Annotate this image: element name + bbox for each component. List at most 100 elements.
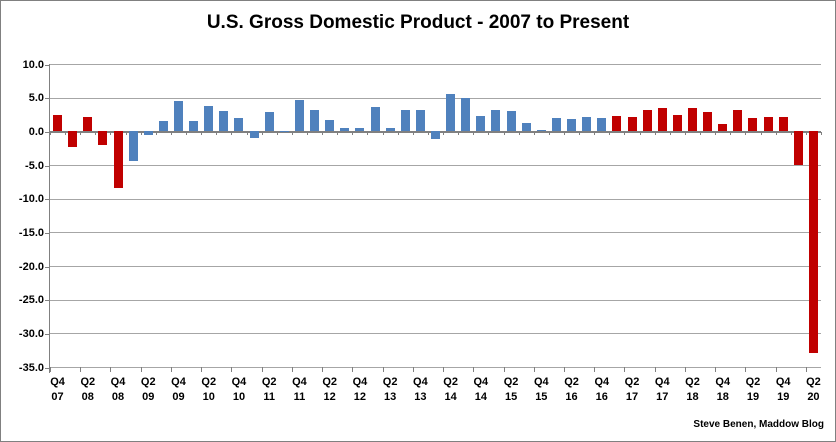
bar bbox=[415, 109, 425, 132]
x-tick-label: Q4 18 bbox=[715, 376, 731, 403]
bottom-axis-tick bbox=[594, 367, 596, 372]
bar bbox=[370, 107, 380, 132]
zero-line-tick bbox=[790, 132, 792, 136]
zero-line-tick bbox=[216, 132, 218, 136]
x-tick-label: Q4 16 bbox=[594, 376, 610, 403]
bottom-axis-tick bbox=[382, 367, 384, 372]
y-axis-tick bbox=[45, 266, 50, 268]
x-tick-label: Q2 10 bbox=[201, 376, 217, 403]
bar bbox=[521, 122, 531, 132]
x-tick-label: Q2 13 bbox=[382, 376, 398, 403]
y-tick-label: -20.0 bbox=[18, 260, 44, 273]
y-tick-label: 10.0 bbox=[22, 58, 44, 71]
bar bbox=[688, 107, 697, 132]
x-tick-label: Q2 14 bbox=[443, 376, 458, 403]
bar bbox=[143, 131, 153, 136]
zero-line-tick bbox=[80, 132, 82, 136]
bottom-axis-tick bbox=[654, 367, 656, 372]
y-tick-label: -10.0 bbox=[18, 193, 44, 206]
x-tick-label: Q4 19 bbox=[775, 376, 791, 403]
y-tick-label: 5.0 bbox=[28, 92, 44, 105]
zero-line-tick bbox=[170, 132, 172, 136]
bar bbox=[672, 114, 682, 132]
x-tick-label: Q4 17 bbox=[654, 376, 670, 403]
gridline bbox=[50, 266, 821, 267]
bottom-axis-tick bbox=[715, 367, 717, 372]
x-tick-label: Q2 17 bbox=[624, 376, 640, 403]
plot-area bbox=[50, 64, 822, 372]
zero-line-tick bbox=[503, 132, 505, 136]
x-tick-label: Q2 16 bbox=[564, 376, 579, 403]
zero-line-tick bbox=[367, 132, 369, 136]
bar bbox=[748, 117, 758, 132]
bar bbox=[476, 115, 486, 132]
bar bbox=[567, 118, 577, 132]
zero-line-tick bbox=[669, 132, 671, 136]
y-axis-tick bbox=[45, 333, 50, 335]
bottom-axis-tick bbox=[624, 367, 626, 372]
zero-line-tick bbox=[322, 132, 324, 136]
chart-title: U.S. Gross Domestic Product - 2007 to Pr… bbox=[206, 12, 630, 33]
zero-line-tick bbox=[564, 132, 565, 136]
y-axis-tick bbox=[45, 367, 50, 369]
zero-line-tick bbox=[443, 132, 445, 136]
zero-line-tick bbox=[412, 132, 414, 136]
y-axis-tick bbox=[45, 98, 50, 100]
y-tick-label: -35.0 bbox=[18, 361, 44, 374]
x-tick-label: Q2 20 bbox=[806, 376, 821, 403]
zero-line-tick bbox=[458, 132, 460, 136]
bar bbox=[83, 117, 93, 132]
bar bbox=[400, 109, 410, 132]
bottom-axis-tick bbox=[805, 367, 807, 372]
bar bbox=[189, 121, 199, 132]
bar bbox=[506, 111, 516, 132]
bottom-axis-tick bbox=[170, 367, 172, 372]
bottom-axis-tick bbox=[533, 367, 535, 372]
bar bbox=[98, 131, 108, 146]
bottom-axis-tick bbox=[322, 367, 324, 372]
x-tick-label: Q2 15 bbox=[503, 376, 519, 403]
bottom-axis-tick bbox=[201, 367, 203, 372]
bar bbox=[385, 127, 395, 132]
bottom-axis-tick bbox=[564, 367, 565, 372]
zero-line-tick bbox=[291, 132, 293, 136]
bar bbox=[582, 116, 592, 132]
y-tick-label: -15.0 bbox=[18, 226, 44, 239]
zero-line-tick bbox=[397, 132, 399, 136]
x-tick-label: Q2 09 bbox=[140, 376, 156, 403]
bar bbox=[536, 130, 546, 132]
zero-line-tick bbox=[231, 132, 233, 136]
zero-line-tick bbox=[760, 132, 762, 136]
zero-line-tick bbox=[548, 132, 550, 136]
y-axis-tick bbox=[45, 165, 50, 167]
bar bbox=[174, 101, 183, 132]
zero-line-tick bbox=[518, 132, 520, 136]
zero-line-tick bbox=[805, 132, 807, 136]
zero-line-tick bbox=[488, 132, 490, 136]
zero-line-tick bbox=[533, 132, 535, 136]
bar bbox=[657, 107, 667, 132]
zero-line-tick bbox=[110, 132, 112, 136]
zero-line-tick bbox=[715, 132, 717, 136]
x-tick-label: Q4 09 bbox=[171, 376, 186, 403]
bar bbox=[310, 109, 320, 132]
gridline bbox=[50, 165, 821, 166]
gridline bbox=[50, 232, 821, 234]
x-tick-label: Q4 11 bbox=[292, 376, 307, 403]
bottom-axis-tick bbox=[140, 367, 142, 372]
bar bbox=[264, 111, 274, 132]
x-tick-label: Q2 19 bbox=[745, 376, 761, 403]
bar bbox=[491, 109, 501, 132]
bottom-axis-tick bbox=[684, 367, 686, 372]
zero-line-tick bbox=[276, 132, 278, 136]
zero-line-tick bbox=[186, 132, 188, 136]
x-tick-label: Q4 08 bbox=[110, 376, 126, 403]
bar bbox=[461, 97, 471, 132]
zero-line-tick bbox=[382, 132, 384, 136]
bar bbox=[703, 111, 713, 132]
bar bbox=[718, 123, 728, 132]
bar bbox=[642, 109, 652, 132]
x-tick-label: Q2 11 bbox=[261, 376, 277, 403]
bar bbox=[249, 131, 259, 139]
zero-line-tick bbox=[579, 132, 581, 136]
